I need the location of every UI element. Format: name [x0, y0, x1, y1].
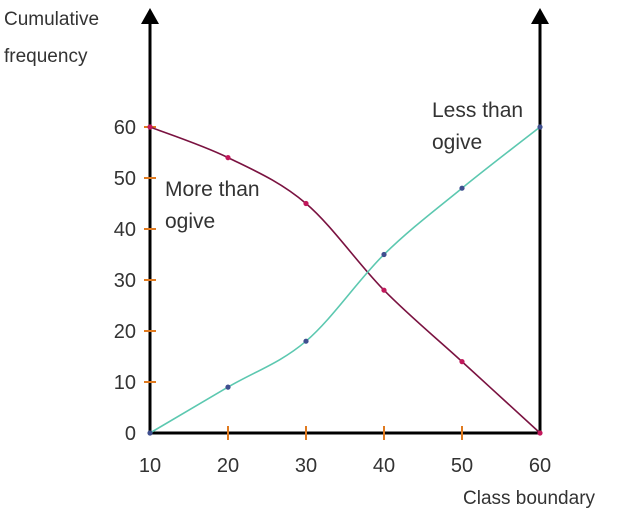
- less-than-ogive-point: [225, 384, 231, 390]
- x-tick-label: 10: [139, 455, 161, 477]
- less-than-ogive-label-line1: Less than: [432, 99, 523, 122]
- y-axis-left-arrow: [141, 8, 159, 24]
- less-than-ogive-point: [381, 251, 387, 258]
- more-than-ogive-point: [147, 124, 153, 130]
- x-axis-title: Class boundary: [463, 488, 596, 509]
- more-than-ogive-label-line1: More than: [165, 178, 260, 201]
- more-than-ogive-point: [303, 200, 309, 207]
- less-than-ogive-point: [303, 338, 309, 344]
- y-tick-label: 40: [114, 219, 136, 241]
- less-than-ogive-label-line2: ogive: [432, 131, 482, 154]
- y-axis-right-arrow: [531, 8, 549, 24]
- ticks: [144, 126, 463, 440]
- x-tick-label: 50: [451, 455, 473, 477]
- more-than-ogive-point: [459, 359, 465, 365]
- x-tick-label: 40: [373, 455, 395, 477]
- x-tick-label: 20: [217, 455, 239, 477]
- more-than-ogive-point: [381, 287, 387, 293]
- y-tick-label: 50: [114, 168, 136, 190]
- less-than-ogive-point: [537, 124, 543, 130]
- y-tick-label: 30: [114, 270, 136, 292]
- x-tick-label: 60: [529, 455, 551, 477]
- y-tick-label: 20: [114, 321, 136, 343]
- less-than-ogive-point: [459, 185, 465, 191]
- y-axis-title-line2: frequency: [4, 46, 88, 67]
- more-than-ogive-point: [225, 155, 231, 161]
- y-tick-label: 10: [114, 372, 136, 394]
- less-than-ogive-point: [147, 430, 153, 436]
- more-than-ogive-label-line2: ogive: [165, 210, 215, 233]
- axes: [141, 8, 549, 435]
- markers: [147, 124, 543, 436]
- y-tick-label: 60: [114, 117, 136, 139]
- y-axis-title-line1: Cumulative: [4, 9, 99, 30]
- more-than-ogive-curve: [149, 126, 541, 434]
- curves: [149, 126, 541, 434]
- x-tick-label: 30: [295, 455, 317, 477]
- more-than-ogive-point: [537, 430, 543, 436]
- less-than-ogive-curve: [149, 126, 541, 434]
- y-tick-label: 0: [125, 423, 136, 445]
